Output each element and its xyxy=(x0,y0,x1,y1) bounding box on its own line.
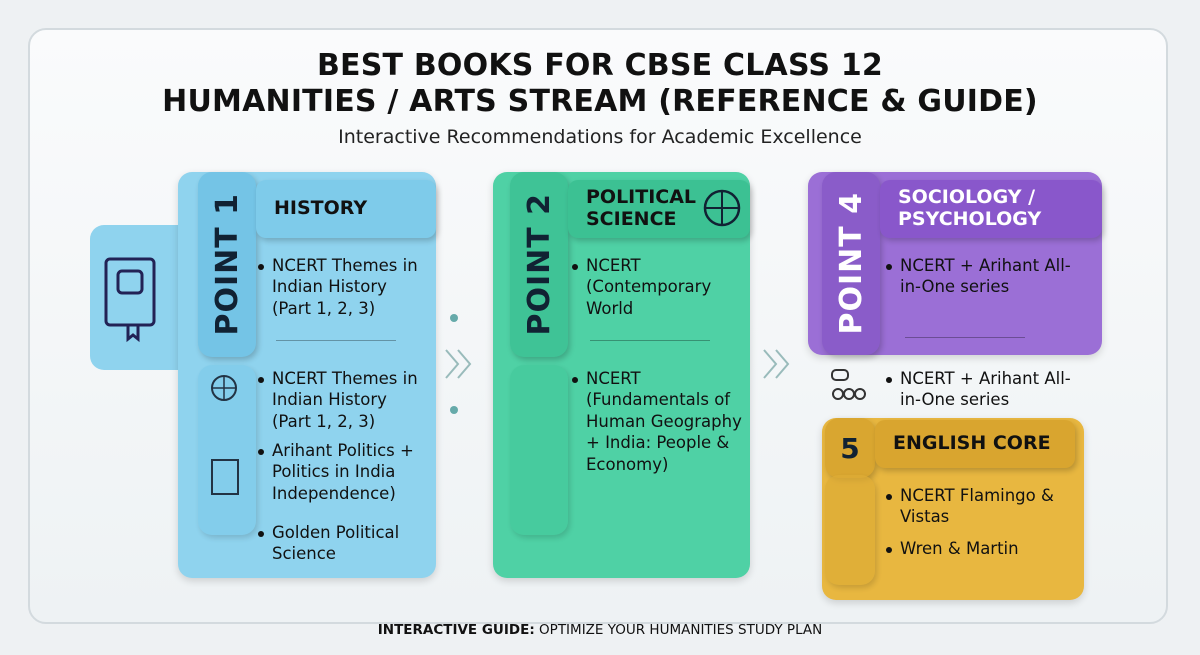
separator xyxy=(590,340,710,341)
item-text: Wren & Martin xyxy=(900,539,1019,558)
point-label: POINT 1 xyxy=(209,193,245,336)
subtitle: Interactive Recommendations for Academic… xyxy=(338,126,862,148)
item-text: NCERT Flamingo & Vistas xyxy=(900,486,1054,527)
item-text: Golden Political Science xyxy=(272,523,400,564)
footer-text: OPTIMIZE YOUR HUMANITIES STUDY PLAN xyxy=(539,622,823,638)
point-pill: POINT 4 xyxy=(822,172,880,355)
item-text: NCERT (Fundamentals of Human Geography +… xyxy=(586,369,742,474)
item: NCERT (Contemporary World xyxy=(572,255,744,319)
item: NCERT Themes in Indian History (Part 1, … xyxy=(258,368,428,432)
heading-text: ENGLISH CORE xyxy=(893,432,1051,455)
point-label: 5 xyxy=(840,431,860,465)
icon-column xyxy=(825,475,875,585)
people-icon xyxy=(831,369,866,400)
item-text: NCERT Themes in Indian History (Part 1, … xyxy=(272,256,418,318)
heading: ENGLISH CORE xyxy=(875,420,1075,468)
title: BEST BOOKS FOR CBSE CLASS 12 xyxy=(316,48,884,83)
point-label: POINT 4 xyxy=(833,192,869,335)
arrow xyxy=(763,349,790,379)
heading-text: SOCIOLOGY / PSYCHOLOGY xyxy=(898,186,1042,230)
point-pill: 5 xyxy=(825,418,875,478)
heading: SOCIOLOGY / PSYCHOLOGY xyxy=(880,180,1102,238)
extra-item: NCERT + Arihant All-in-One series xyxy=(886,368,1086,411)
item: Golden Political Science xyxy=(258,522,428,565)
heading-text: POLITICAL SCIENCE xyxy=(586,186,697,230)
item: NCERT (Fundamentals of Human Geography +… xyxy=(572,368,748,475)
title: HUMANITIES / ARTS STREAM (REFERENCE & GU… xyxy=(162,84,1038,119)
separator xyxy=(276,340,396,341)
footer: INTERACTIVE GUIDE: OPTIMIZE YOUR HUMANIT… xyxy=(0,622,1200,638)
item: Wren & Martin xyxy=(886,538,1076,559)
item: NCERT + Arihant All-in-One series xyxy=(886,255,1086,298)
icon-column xyxy=(510,365,568,535)
item-text: Arihant Politics + Politics in India Ind… xyxy=(272,441,414,503)
item-text: NCERT Themes in Indian History (Part 1, … xyxy=(272,369,418,431)
heading: POLITICAL SCIENCE xyxy=(568,180,750,238)
globe-icon xyxy=(703,189,741,227)
footer-label: INTERACTIVE GUIDE: xyxy=(377,622,535,638)
icon-column xyxy=(198,365,256,535)
item: NCERT Flamingo & Vistas xyxy=(886,485,1076,528)
point-pill: POINT 1 xyxy=(198,172,256,357)
heading-text: HISTORY xyxy=(274,197,368,220)
item: NCERT Themes in Indian History (Part 1, … xyxy=(258,255,428,319)
arrow xyxy=(445,314,472,414)
book-icon xyxy=(104,257,156,343)
icons xyxy=(211,375,239,495)
point-label: POINT 2 xyxy=(521,193,557,336)
item-text: NCERT (Contemporary World xyxy=(586,256,712,318)
heading: HISTORY xyxy=(256,180,436,238)
item-text: NCERT + Arihant All-in-One series xyxy=(900,256,1071,297)
item: Arihant Politics + Politics in India Ind… xyxy=(258,440,428,504)
item-text: NCERT + Arihant All-in-One series xyxy=(900,369,1071,410)
point-pill: POINT 2 xyxy=(510,172,568,357)
separator xyxy=(905,337,1025,338)
